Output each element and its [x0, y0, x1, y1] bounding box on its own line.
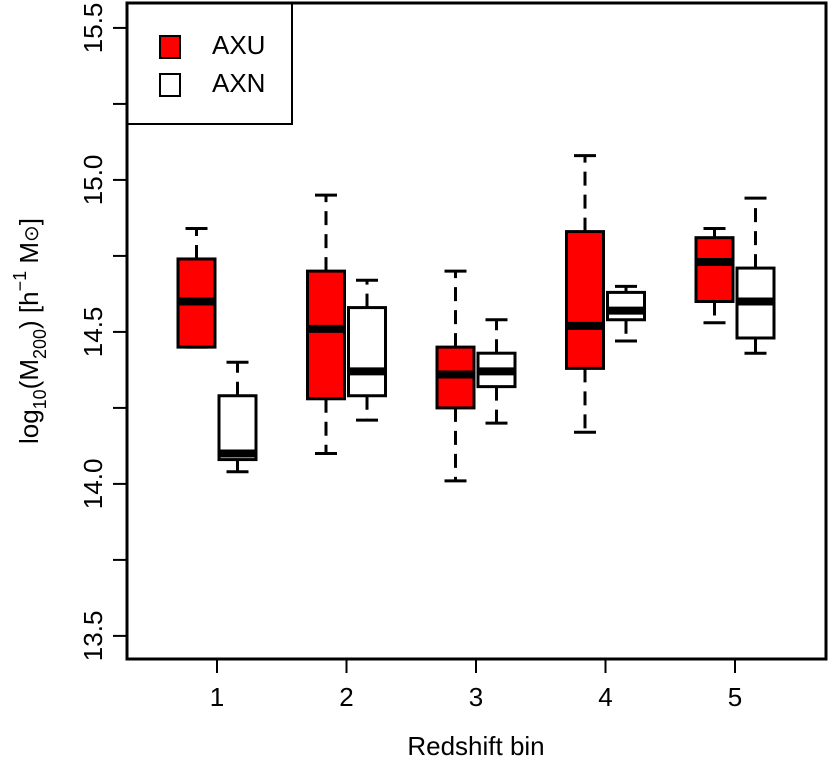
legend-swatch: [159, 35, 181, 59]
box: [694, 236, 735, 304]
x-tick-label: 2: [339, 682, 353, 712]
legend-label: AXN: [212, 68, 265, 98]
x-axis-label: Redshift bin: [407, 731, 544, 761]
box: [606, 290, 646, 322]
plot-frame: [125, 1, 828, 661]
y-tick-label: 14.0: [78, 459, 108, 510]
y-axis-label-part: (M: [14, 359, 44, 389]
box: [306, 269, 346, 401]
x-tick-label: 1: [210, 682, 224, 712]
y-tick-label: 15.5: [78, 3, 108, 54]
x-tick-label: 5: [728, 682, 742, 712]
y-tick-label: 15.0: [78, 155, 108, 206]
legend-box: [126, 2, 293, 125]
x-tick-label: 3: [469, 682, 483, 712]
y-axis-label-part: ]: [14, 218, 44, 225]
y-axis-label-part: 200: [30, 329, 50, 359]
y-axis-label-part: M: [14, 242, 44, 271]
box: [565, 230, 605, 370]
y-axis-label-part: ) [h: [14, 291, 44, 329]
y-axis-label-part: 10: [30, 389, 50, 409]
box: [217, 394, 258, 462]
y-axis-label: log10(M200) [h−1 M⊙]: [10, 218, 50, 444]
y-tick-label: 14.5: [78, 307, 108, 358]
legend-swatch: [159, 73, 181, 97]
legend-label: AXU: [212, 30, 265, 60]
y-tick-label: 13.5: [78, 611, 108, 662]
y-axis-label-part: log: [14, 409, 44, 444]
box: [347, 306, 387, 398]
y-axis-label-part: −1: [10, 271, 30, 292]
y-axis-label-part: ⊙: [21, 225, 43, 242]
x-tick-label: 4: [598, 682, 612, 712]
